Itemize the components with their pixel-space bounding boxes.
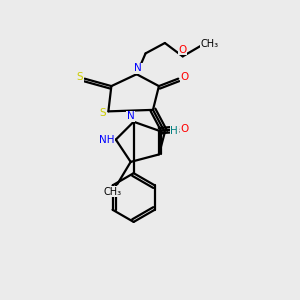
Text: N: N bbox=[127, 111, 135, 122]
Text: N: N bbox=[134, 63, 142, 73]
Text: NH: NH bbox=[99, 135, 115, 145]
Text: O: O bbox=[178, 45, 187, 55]
Text: S: S bbox=[77, 72, 83, 82]
Text: O: O bbox=[181, 124, 189, 134]
Text: CH₃: CH₃ bbox=[104, 187, 122, 196]
Text: CH₃: CH₃ bbox=[200, 40, 218, 50]
Text: O: O bbox=[181, 72, 189, 82]
Text: H: H bbox=[170, 126, 178, 136]
Text: S: S bbox=[99, 108, 106, 118]
